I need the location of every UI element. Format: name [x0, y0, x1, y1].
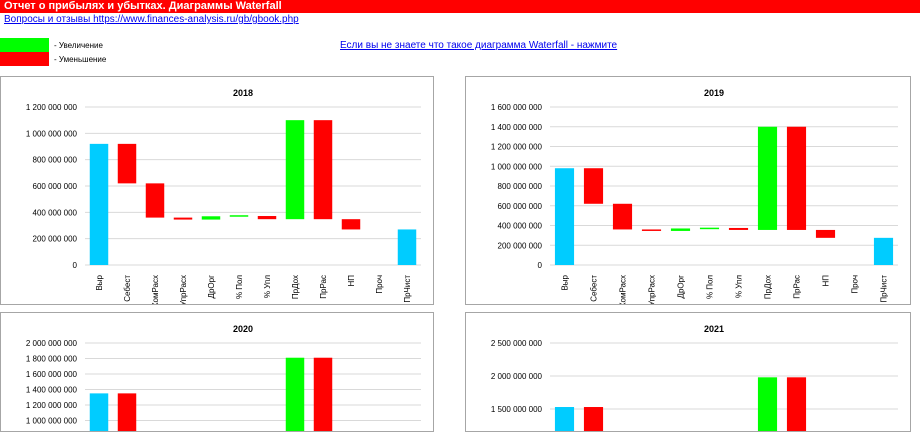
chart-2018-ytick-label: 400 000 000 — [33, 208, 78, 217]
chart-2018-bar-9 — [313, 120, 333, 220]
chart-2019-bar-4 — [641, 229, 662, 231]
chart-2019-category-label: Проч — [851, 275, 860, 294]
chart-2018-bar-8 — [285, 120, 305, 220]
chart-2018-bar-12 — [397, 229, 417, 265]
chart-2018-category-label: ПрРас — [319, 275, 328, 299]
chart-2019-ytick-label: 800 000 000 — [498, 182, 543, 191]
chart-2020-title: 2020 — [233, 324, 253, 334]
chart-2018-bar-2 — [117, 143, 137, 184]
chart-2019-ytick-label: 1 600 000 000 — [491, 103, 543, 112]
chart-2020-bar-8 — [285, 357, 305, 431]
chart-2020-bar-9 — [313, 357, 333, 431]
chart-2020-bar-1 — [89, 393, 109, 431]
chart-2018-ytick-label: 1 200 000 000 — [26, 103, 78, 112]
chart-2021: 2021 1 500 000 000 2 000 000 000 2 500 000 … — [465, 312, 911, 432]
chart-2019-category-label: % Пол — [706, 275, 715, 299]
chart-2020-svg: 2020 1 000 000 000 1 200 000 000 1 400 000 … — [26, 324, 421, 431]
chart-2018-ytick-label: 800 000 000 — [33, 156, 78, 165]
chart-2021-bar-8 — [757, 377, 778, 431]
chart-2019-category-label: ДрОрг — [677, 275, 686, 299]
chart-2021-svg: 2021 1 500 000 000 2 000 000 000 2 500 000 … — [491, 324, 898, 431]
chart-2021-title: 2021 — [704, 324, 724, 334]
legend-decrease-swatch — [0, 52, 49, 66]
chart-2018-ytick-label: 0 — [73, 261, 78, 270]
chart-2018-bar-5 — [201, 216, 221, 220]
waterfall-help-link[interactable]: Если вы не знаете что такое диаграмма Wa… — [340, 40, 618, 51]
chart-2019-category-label: ПрЧист — [880, 275, 889, 303]
chart-2019-bar-12 — [873, 237, 894, 265]
legend-increase-swatch — [0, 38, 49, 52]
chart-2018-category-label: ПрДох — [291, 275, 300, 299]
chart-2018-category-label: КомРасх — [151, 275, 160, 304]
chart-2018-category-label: % Пол — [235, 275, 244, 299]
chart-2019-bar-7 — [728, 227, 749, 230]
chart-2020-ytick-label: 1 000 000 000 — [26, 417, 78, 426]
chart-2021-bar-1 — [554, 407, 575, 431]
chart-2019-ytick-label: 1 200 000 000 — [491, 143, 543, 152]
chart-2018-bar-6 — [229, 215, 249, 217]
chart-2019-category-label: Себест — [590, 275, 599, 302]
chart-2018-category-label: % Упл — [263, 275, 272, 298]
chart-2019-bar-1 — [554, 168, 575, 265]
chart-2018-category-label: ПрЧист — [403, 275, 412, 303]
chart-2020-ytick-label: 2 000 000 000 — [26, 339, 78, 348]
chart-2019-bar-2 — [583, 168, 604, 204]
legend-increase-label: - Увеличение — [54, 41, 103, 50]
report-title: Отчет о прибылях и убытках. Диаграммы Wa… — [0, 0, 920, 13]
chart-2019-bar-10 — [815, 229, 836, 238]
chart-2018-bar-1 — [89, 143, 109, 265]
chart-2019-category-label: Выр — [561, 274, 570, 290]
chart-2020-bar-2 — [117, 393, 137, 431]
chart-2019-ytick-label: 400 000 000 — [498, 222, 543, 231]
chart-2018-svg: 2018 0 200 000 000 400 000 000 600 000 000 80… — [26, 88, 421, 304]
chart-2019: 2019 0 200 000 000 400 000 000 600 000 000 80… — [465, 76, 911, 305]
chart-2019-category-label: КомРасх — [619, 275, 628, 304]
chart-2021-ytick-label: 2 500 000 000 — [491, 339, 543, 348]
chart-2019-ytick-label: 0 — [538, 261, 543, 270]
chart-2019-ytick-label: 200 000 000 — [498, 241, 543, 250]
chart-2019-bar-8 — [757, 126, 778, 230]
chart-2020-ytick-label: 1 800 000 000 — [26, 355, 78, 364]
chart-2019-svg: 2019 0 200 000 000 400 000 000 600 000 000 80… — [491, 88, 898, 304]
chart-2021-ytick-label: 2 000 000 000 — [491, 372, 543, 381]
chart-2018-category-label: НП — [347, 275, 356, 287]
chart-2018: 2018 0 200 000 000 400 000 000 600 000 000 80… — [0, 76, 434, 305]
chart-2020-ytick-label: 1 600 000 000 — [26, 370, 78, 379]
chart-2019-bar-5 — [670, 228, 691, 231]
chart-2019-title: 2019 — [704, 88, 724, 98]
chart-2019-ytick-label: 1 400 000 000 — [491, 123, 543, 132]
chart-2021-ytick-label: 1 500 000 000 — [491, 405, 543, 414]
chart-2018-title: 2018 — [233, 88, 253, 98]
chart-2018-category-label: Проч — [375, 275, 384, 294]
chart-2018-bar-3 — [145, 183, 165, 218]
feedback-link[interactable]: Вопросы и отзывы https://www.finances-an… — [4, 14, 299, 25]
chart-2020: 2020 1 000 000 000 1 200 000 000 1 400 000 … — [0, 312, 434, 432]
chart-2018-ytick-label: 1 000 000 000 — [26, 129, 78, 138]
chart-2018-bar-7 — [257, 216, 277, 220]
chart-2019-category-label: УпрРасх — [648, 275, 657, 304]
legend-decrease-label: - Уменьшение — [54, 55, 107, 64]
chart-2019-bar-6 — [699, 227, 720, 230]
chart-2018-category-label: ДрОрг — [207, 275, 216, 299]
chart-2019-category-label: ПрРас — [793, 275, 802, 299]
chart-2019-ytick-label: 1 000 000 000 — [491, 162, 543, 171]
chart-2018-bar-4 — [173, 217, 193, 220]
chart-2020-ytick-label: 1 400 000 000 — [26, 386, 78, 395]
chart-2018-ytick-label: 600 000 000 — [33, 182, 78, 191]
chart-2018-bar-10 — [341, 219, 361, 230]
chart-2018-category-label: Себест — [123, 275, 132, 302]
chart-2018-category-label: УпрРасх — [179, 275, 188, 304]
chart-2019-category-label: НП — [822, 275, 831, 287]
chart-2019-bar-9 — [786, 126, 807, 230]
chart-2021-bar-9 — [786, 377, 807, 431]
chart-2019-category-label: ПрДох — [764, 275, 773, 299]
chart-2018-ytick-label: 200 000 000 — [33, 235, 78, 244]
chart-2018-category-label: Выр — [95, 274, 104, 290]
chart-2021-bar-2 — [583, 407, 604, 431]
chart-2020-ytick-label: 1 200 000 000 — [26, 401, 78, 410]
chart-2019-bar-3 — [612, 203, 633, 230]
chart-2019-category-label: % Упл — [735, 275, 744, 298]
chart-2019-ytick-label: 600 000 000 — [498, 202, 543, 211]
